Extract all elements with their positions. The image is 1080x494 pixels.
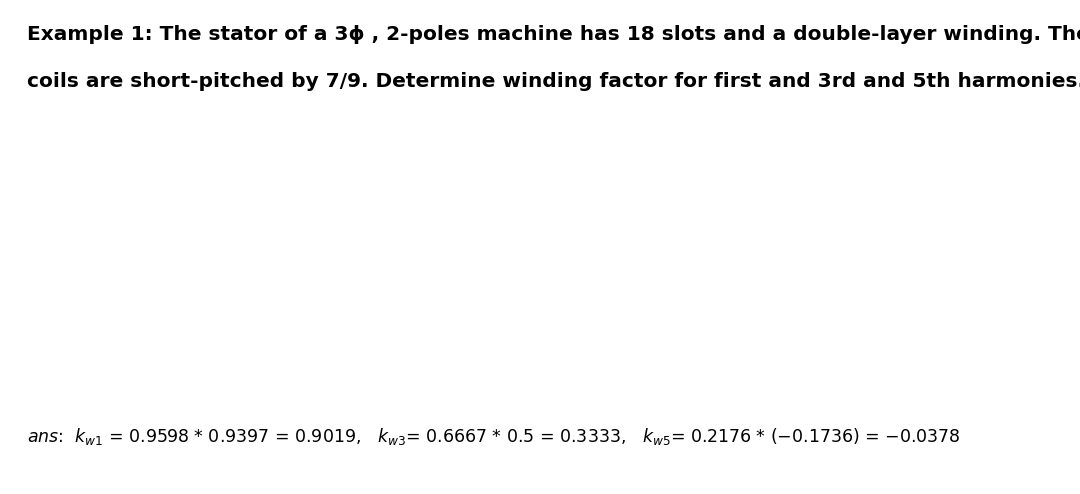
Text: Example 1: The stator of a 3ϕ , 2-poles machine has 18 slots and a double-layer : Example 1: The stator of a 3ϕ , 2-poles … <box>27 25 1080 43</box>
Text: coils are short-pitched by 7/9. Determine winding factor for first and 3rd and 5: coils are short-pitched by 7/9. Determin… <box>27 72 1080 90</box>
Text: $\mathit{ans}$:  $k_{w1}$ = 0.9598 $*$ 0.9397 = 0.9019,   $k_{w3}$= 0.6667 $*$ 0: $\mathit{ans}$: $k_{w1}$ = 0.9598 $*$ 0.… <box>27 426 961 447</box>
